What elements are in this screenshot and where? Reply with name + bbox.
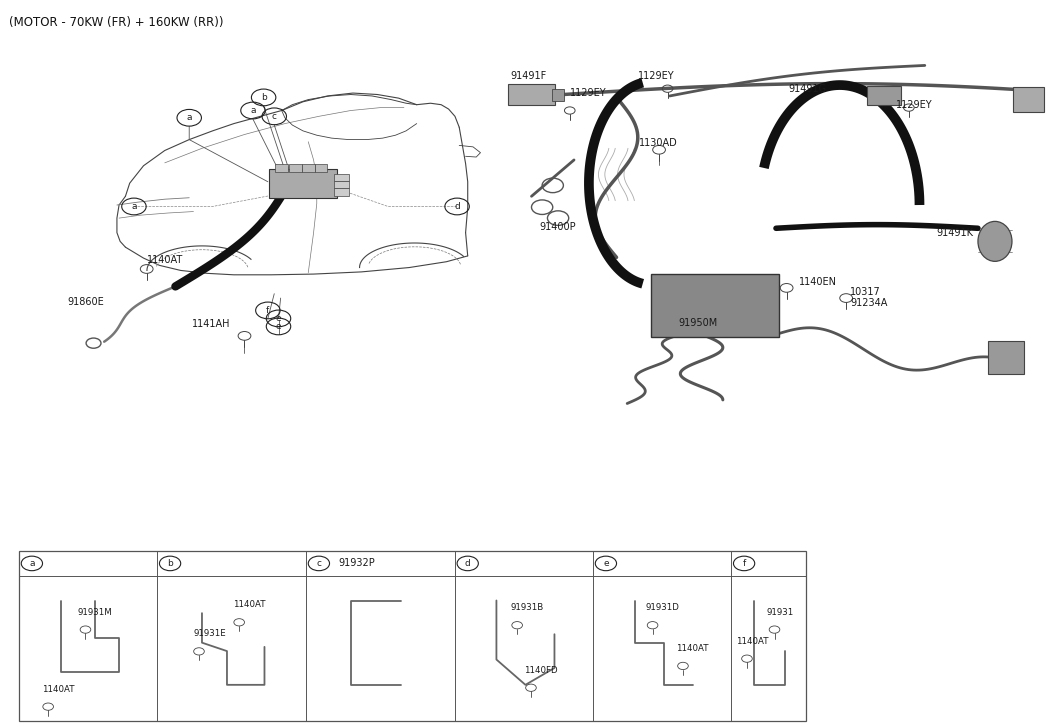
FancyBboxPatch shape	[988, 341, 1024, 374]
FancyBboxPatch shape	[334, 174, 349, 181]
Text: e: e	[275, 314, 282, 323]
Text: 91491K: 91491K	[937, 228, 974, 238]
FancyBboxPatch shape	[269, 169, 337, 198]
FancyBboxPatch shape	[334, 181, 349, 188]
Text: 91234A: 91234A	[850, 298, 888, 308]
FancyBboxPatch shape	[1013, 87, 1044, 112]
Text: b: b	[167, 559, 173, 568]
Text: 91491F: 91491F	[510, 71, 546, 81]
Text: 1140EN: 1140EN	[799, 277, 838, 287]
Text: e: e	[275, 322, 282, 331]
FancyBboxPatch shape	[508, 84, 555, 105]
Text: b: b	[260, 93, 267, 102]
FancyBboxPatch shape	[552, 89, 564, 101]
Text: 91931M: 91931M	[78, 608, 113, 616]
Text: 91932P: 91932P	[338, 558, 375, 569]
Text: 1129EY: 1129EY	[638, 71, 674, 81]
Text: a: a	[186, 113, 192, 122]
Text: 91950M: 91950M	[678, 318, 718, 328]
Text: f: f	[266, 306, 270, 315]
Ellipse shape	[978, 221, 1012, 261]
Text: e: e	[603, 559, 609, 568]
Text: 1140AT: 1140AT	[41, 685, 74, 694]
Text: d: d	[465, 559, 471, 568]
Text: c: c	[272, 112, 276, 121]
Text: (MOTOR - 70KW (FR) + 160KW (RR)): (MOTOR - 70KW (FR) + 160KW (RR))	[9, 16, 223, 29]
Text: 91400P: 91400P	[539, 222, 575, 232]
Bar	[19, 551, 806, 721]
FancyBboxPatch shape	[289, 164, 302, 172]
FancyBboxPatch shape	[302, 164, 315, 172]
Text: 91860E: 91860E	[67, 297, 104, 308]
FancyBboxPatch shape	[315, 164, 327, 172]
Text: f: f	[742, 559, 746, 568]
Text: d: d	[454, 202, 460, 211]
FancyBboxPatch shape	[867, 86, 901, 105]
Text: 1140FD: 1140FD	[524, 666, 557, 675]
Text: 91931D: 91931D	[645, 603, 679, 612]
Text: 1140AT: 1140AT	[234, 601, 266, 609]
Text: 91491G: 91491G	[789, 84, 827, 94]
FancyBboxPatch shape	[651, 274, 779, 337]
Text: a: a	[29, 559, 35, 568]
Text: 1141AH: 1141AH	[192, 318, 231, 329]
Text: 1130AD: 1130AD	[639, 138, 677, 148]
Text: 91931: 91931	[766, 608, 793, 616]
Text: 1140AT: 1140AT	[676, 644, 709, 653]
Text: a: a	[131, 202, 137, 211]
Text: 1129EY: 1129EY	[896, 100, 932, 111]
FancyBboxPatch shape	[275, 164, 288, 172]
Text: 91931B: 91931B	[510, 603, 543, 612]
Text: 1129EY: 1129EY	[570, 88, 606, 98]
Text: 10317: 10317	[850, 287, 881, 297]
Text: a: a	[250, 106, 256, 115]
FancyBboxPatch shape	[334, 188, 349, 196]
Text: c: c	[317, 559, 321, 568]
Text: 1140AT: 1140AT	[147, 255, 183, 265]
Text: 91931E: 91931E	[193, 630, 225, 638]
Text: 1140AT: 1140AT	[736, 637, 769, 646]
